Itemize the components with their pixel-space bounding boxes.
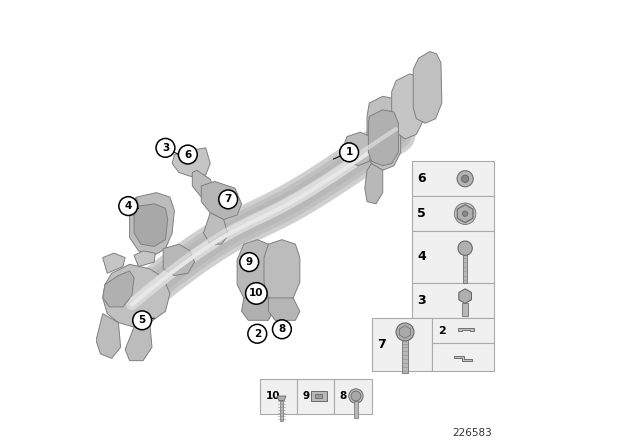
Polygon shape: [342, 132, 373, 166]
Circle shape: [396, 323, 414, 341]
Polygon shape: [264, 240, 300, 302]
Text: 3: 3: [417, 293, 426, 307]
Circle shape: [349, 389, 363, 403]
Text: 4: 4: [417, 250, 426, 263]
Text: 8: 8: [278, 324, 285, 334]
Polygon shape: [134, 204, 168, 246]
Text: 6: 6: [184, 150, 191, 159]
Polygon shape: [369, 110, 398, 166]
Bar: [310, 391, 327, 401]
Polygon shape: [454, 356, 472, 361]
Circle shape: [156, 138, 175, 157]
Polygon shape: [458, 205, 473, 223]
Circle shape: [340, 143, 358, 162]
Circle shape: [461, 175, 468, 182]
Circle shape: [179, 145, 197, 164]
Polygon shape: [129, 193, 174, 255]
Text: 10: 10: [266, 391, 280, 401]
Polygon shape: [459, 289, 472, 303]
Polygon shape: [392, 74, 423, 139]
FancyBboxPatch shape: [334, 379, 371, 414]
Circle shape: [463, 211, 468, 216]
FancyBboxPatch shape: [433, 344, 494, 371]
Text: 9: 9: [246, 257, 253, 267]
Bar: [402, 340, 408, 373]
Circle shape: [248, 324, 267, 343]
Circle shape: [458, 241, 472, 255]
Bar: [463, 254, 467, 283]
Polygon shape: [413, 52, 442, 123]
Polygon shape: [241, 298, 273, 320]
Circle shape: [457, 171, 473, 187]
Circle shape: [246, 283, 267, 304]
Text: 5: 5: [417, 207, 426, 220]
Bar: [316, 394, 322, 398]
FancyBboxPatch shape: [412, 231, 494, 283]
Polygon shape: [277, 396, 286, 401]
Text: 8: 8: [340, 391, 347, 401]
Circle shape: [240, 253, 259, 271]
Text: 2: 2: [253, 329, 261, 339]
FancyBboxPatch shape: [371, 318, 433, 371]
FancyBboxPatch shape: [412, 196, 494, 231]
Polygon shape: [204, 213, 228, 244]
Text: 226583: 226583: [452, 428, 493, 438]
Polygon shape: [102, 264, 170, 327]
Text: 2: 2: [438, 326, 445, 336]
Polygon shape: [237, 240, 275, 302]
Polygon shape: [269, 298, 300, 320]
Polygon shape: [192, 170, 214, 197]
Text: 6: 6: [417, 172, 426, 185]
Polygon shape: [365, 164, 383, 204]
Text: 5: 5: [138, 315, 146, 325]
Polygon shape: [458, 328, 474, 332]
Bar: [280, 401, 284, 421]
Polygon shape: [458, 205, 473, 223]
Circle shape: [454, 203, 476, 224]
Text: 1: 1: [346, 147, 353, 157]
FancyBboxPatch shape: [297, 379, 334, 414]
Bar: [354, 401, 358, 418]
Circle shape: [273, 320, 291, 339]
Text: 7: 7: [225, 194, 232, 204]
FancyBboxPatch shape: [433, 318, 494, 344]
Polygon shape: [399, 326, 410, 338]
Text: 7: 7: [377, 338, 386, 351]
Text: 10: 10: [249, 289, 264, 298]
Polygon shape: [129, 197, 138, 215]
Circle shape: [219, 190, 237, 209]
Polygon shape: [102, 253, 125, 273]
Polygon shape: [201, 181, 241, 220]
FancyBboxPatch shape: [412, 161, 494, 196]
Polygon shape: [134, 251, 155, 267]
Circle shape: [351, 391, 361, 401]
FancyBboxPatch shape: [260, 379, 297, 414]
Polygon shape: [172, 148, 210, 177]
Polygon shape: [125, 323, 152, 361]
Circle shape: [132, 311, 152, 330]
Polygon shape: [367, 96, 401, 170]
Polygon shape: [163, 244, 195, 276]
Text: 4: 4: [125, 201, 132, 211]
Polygon shape: [96, 314, 120, 358]
Text: 9: 9: [303, 391, 310, 401]
FancyBboxPatch shape: [412, 283, 494, 318]
Circle shape: [119, 197, 138, 215]
Bar: [463, 302, 468, 316]
Text: 3: 3: [162, 143, 169, 153]
Polygon shape: [102, 271, 134, 307]
